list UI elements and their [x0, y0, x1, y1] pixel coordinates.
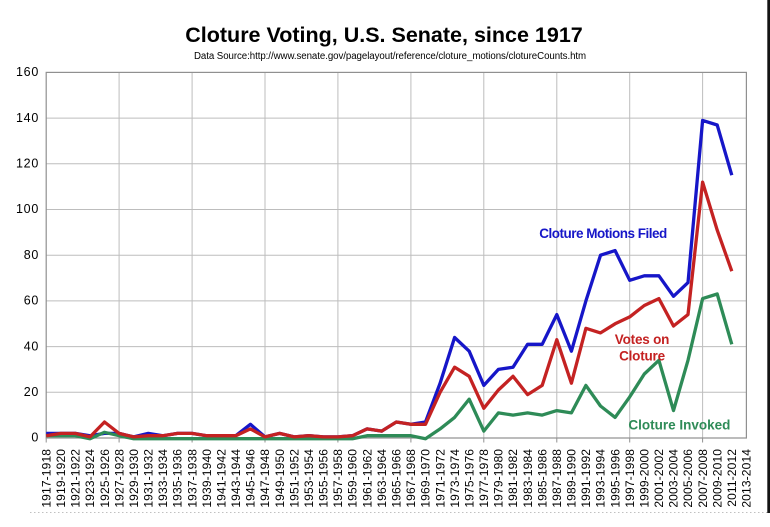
svg-text:Data Source:http://www.senate.: Data Source:http://www.senate.gov/pagela…: [194, 51, 586, 62]
svg-text:1985-1986: 1985-1986: [535, 449, 549, 508]
svg-text:1939-1940: 1939-1940: [200, 449, 214, 508]
svg-text:1917-1918: 1917-1918: [39, 449, 53, 508]
svg-text:60: 60: [24, 294, 39, 308]
svg-text:2009-2010: 2009-2010: [710, 449, 724, 508]
svg-text:1937-1938: 1937-1938: [185, 449, 199, 508]
svg-text:1961-1962: 1961-1962: [360, 449, 374, 508]
svg-text:1993-1994: 1993-1994: [594, 449, 608, 508]
svg-text:1947-1948: 1947-1948: [258, 449, 272, 508]
svg-text:1933-1934: 1933-1934: [156, 449, 170, 508]
svg-text:1983-1984: 1983-1984: [521, 449, 535, 508]
svg-text:1987-1988: 1987-1988: [550, 449, 564, 508]
svg-text:Cloture Voting, U.S. Senate, s: Cloture Voting, U.S. Senate, since 1917: [185, 23, 583, 47]
svg-text:1973-1974: 1973-1974: [448, 449, 462, 508]
svg-text:1959-1960: 1959-1960: [346, 449, 360, 508]
svg-text:Cloture Motions Filed: Cloture Motions Filed: [539, 226, 667, 241]
svg-text:1981-1982: 1981-1982: [506, 449, 520, 508]
svg-text:100: 100: [16, 202, 39, 216]
svg-text:1967-1968: 1967-1968: [404, 449, 418, 508]
svg-text:1951-1952: 1951-1952: [287, 449, 301, 508]
svg-text:Cloture Invoked: Cloture Invoked: [628, 418, 730, 433]
svg-text:2005-2006: 2005-2006: [681, 449, 695, 508]
svg-text:1949-1950: 1949-1950: [273, 449, 287, 508]
svg-text:1965-1966: 1965-1966: [390, 449, 404, 508]
svg-text:1935-1936: 1935-1936: [171, 449, 185, 508]
svg-text:1929-1930: 1929-1930: [127, 449, 141, 508]
svg-text:2011-2012: 2011-2012: [725, 449, 739, 507]
svg-text:160: 160: [16, 65, 39, 79]
svg-text:140: 140: [16, 111, 39, 125]
svg-text:1977-1978: 1977-1978: [477, 449, 491, 508]
svg-text:1919-1920: 1919-1920: [54, 449, 68, 508]
svg-text:1989-1990: 1989-1990: [565, 449, 579, 508]
svg-text:1955-1956: 1955-1956: [317, 449, 331, 508]
svg-text:1991-1992: 1991-1992: [579, 449, 593, 508]
svg-text:80: 80: [24, 248, 39, 262]
svg-text:1953-1954: 1953-1954: [302, 449, 316, 508]
svg-text:Votes on: Votes on: [615, 332, 669, 347]
svg-text:1999-2000: 1999-2000: [638, 449, 652, 508]
svg-text:20: 20: [24, 385, 39, 399]
svg-text:1971-1972: 1971-1972: [433, 449, 447, 508]
svg-text:1927-1928: 1927-1928: [112, 449, 126, 508]
svg-text:1945-1946: 1945-1946: [244, 449, 258, 508]
svg-text:1995-1996: 1995-1996: [608, 449, 622, 508]
svg-text:1975-1976: 1975-1976: [462, 449, 476, 508]
svg-text:1923-1924: 1923-1924: [83, 449, 97, 508]
svg-text:120: 120: [16, 157, 39, 171]
svg-text:0: 0: [31, 431, 39, 445]
svg-text:1925-1926: 1925-1926: [98, 449, 112, 508]
svg-text:1943-1944: 1943-1944: [229, 449, 243, 508]
svg-text:2013-2014: 2013-2014: [740, 449, 754, 508]
svg-text:1969-1970: 1969-1970: [419, 449, 433, 508]
svg-text:2001-2002: 2001-2002: [652, 449, 666, 508]
svg-text:1957-1958: 1957-1958: [331, 449, 345, 508]
svg-text:1941-1942: 1941-1942: [214, 449, 228, 508]
svg-text:1997-1998: 1997-1998: [623, 449, 637, 508]
svg-text:1931-1932: 1931-1932: [142, 449, 156, 508]
svg-text:2003-2004: 2003-2004: [667, 449, 681, 508]
svg-text:1921-1922: 1921-1922: [69, 449, 83, 508]
svg-text:1963-1964: 1963-1964: [375, 449, 389, 508]
svg-text:Cloture: Cloture: [619, 349, 666, 364]
svg-text:1979-1980: 1979-1980: [492, 449, 506, 508]
svg-text:40: 40: [24, 339, 39, 353]
svg-text:2007-2008: 2007-2008: [696, 449, 710, 508]
